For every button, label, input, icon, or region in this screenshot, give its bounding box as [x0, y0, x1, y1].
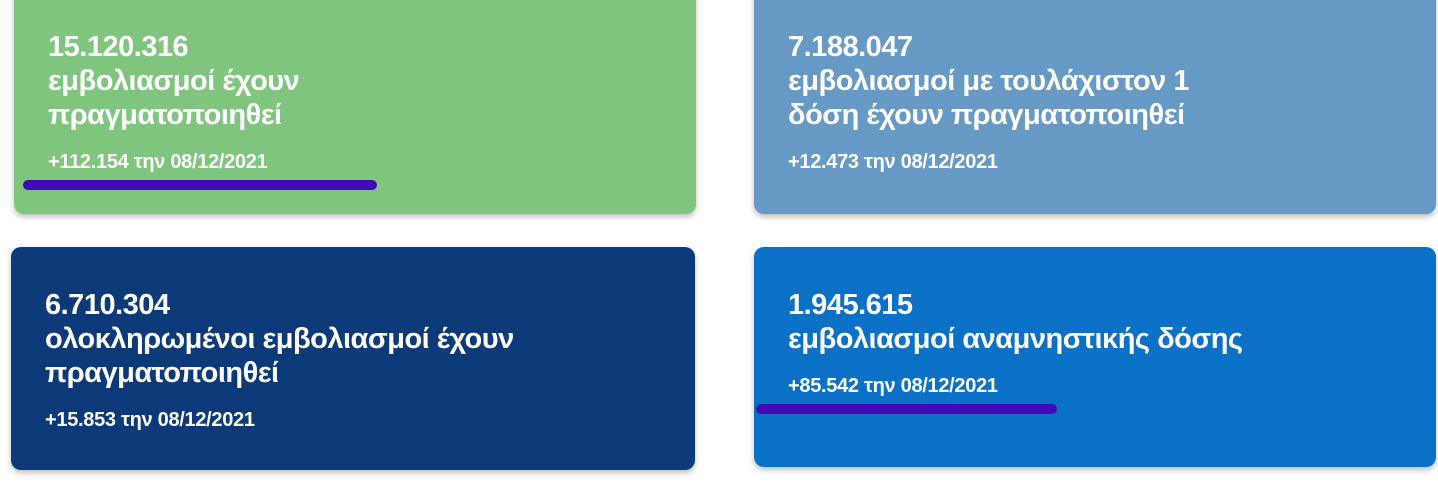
stat-card-at-least-one-dose: 7.188.047 εμβολιασμοί με τουλάχιστον 1 δ… [754, 0, 1436, 214]
stat-delta: +15.853 την 08/12/2021 [45, 409, 255, 431]
stat-value: 1.945.615 [788, 289, 913, 321]
stat-delta: +12.473 την 08/12/2021 [788, 151, 998, 173]
stat-value: 7.188.047 [788, 31, 913, 63]
stat-card-completed-vaccinations: 6.710.304 ολοκληρωμένοι εμβολιασμοί έχου… [11, 247, 695, 470]
stat-label-line: πραγματοποιηθεί [45, 357, 279, 389]
stat-label-line: δόση έχουν πραγματοποιηθεί [788, 99, 1185, 131]
stat-label-line: εμβολιασμοί με τουλάχιστον 1 [788, 65, 1190, 97]
stat-delta: +112.154 την 08/12/2021 [48, 151, 268, 173]
stat-label-line: ολοκληρωμένοι εμβολιασμοί έχουν [45, 323, 514, 355]
stat-delta: +85.542 την 08/12/2021 [788, 375, 998, 397]
stat-value: 15.120.316 [48, 31, 189, 63]
delta-underline-bar [23, 180, 377, 190]
stat-label-line: πραγματοποιηθεί [48, 99, 282, 131]
delta-underline-bar [756, 404, 1057, 414]
stat-value: 6.710.304 [45, 289, 170, 321]
stat-card-total-vaccinations: 15.120.316 εμβολιασμοί έχουν πραγματοποι… [14, 0, 696, 214]
stat-label-line: εμβολιασμοί έχουν [48, 65, 300, 97]
stat-label-line: εμβολιασμοί αναμνηστικής δόσης [788, 323, 1243, 355]
stat-card-booster-doses: 1.945.615 εμβολιασμοί αναμνηστικής δόσης… [754, 247, 1436, 467]
